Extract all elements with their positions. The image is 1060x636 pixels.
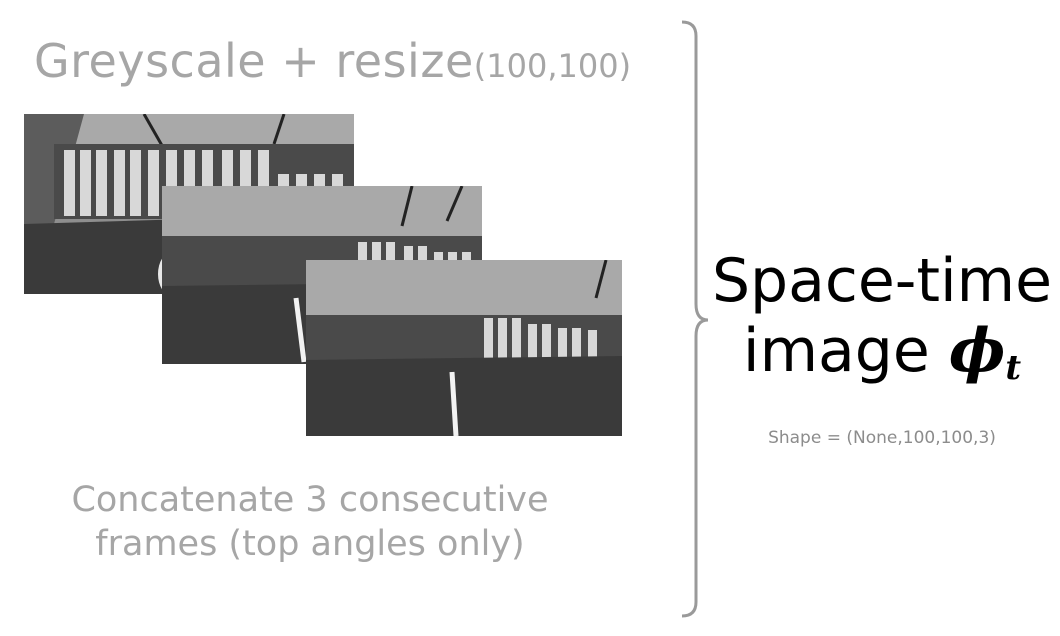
- result-line-2-text: image: [742, 316, 949, 386]
- caption-line-1: Concatenate 3 consecutive: [71, 480, 549, 520]
- result-line-1: Space-time: [711, 246, 1053, 316]
- phi-glyph: ϕ: [948, 316, 1006, 386]
- space-time-image-label: Space-time image ϕt: [706, 246, 1058, 403]
- right-curly-brace: [681, 20, 709, 618]
- result-line-2: image ϕt: [706, 316, 1058, 403]
- caption-line-2: frames (top angles only): [95, 524, 525, 564]
- concatenate-caption: Concatenate 3 consecutive frames (top an…: [40, 478, 580, 566]
- shape-label: Shape = (None,100,100,3): [768, 428, 996, 448]
- preprocess-title: Greyscale + resize(100,100): [34, 34, 631, 88]
- preprocess-title-params: (100,100): [473, 47, 632, 85]
- phi-subscript: t: [1005, 348, 1022, 388]
- preprocess-title-main: Greyscale + resize: [34, 34, 474, 88]
- phi-symbol: ϕt: [948, 316, 1022, 388]
- video-frame-3: [306, 260, 622, 436]
